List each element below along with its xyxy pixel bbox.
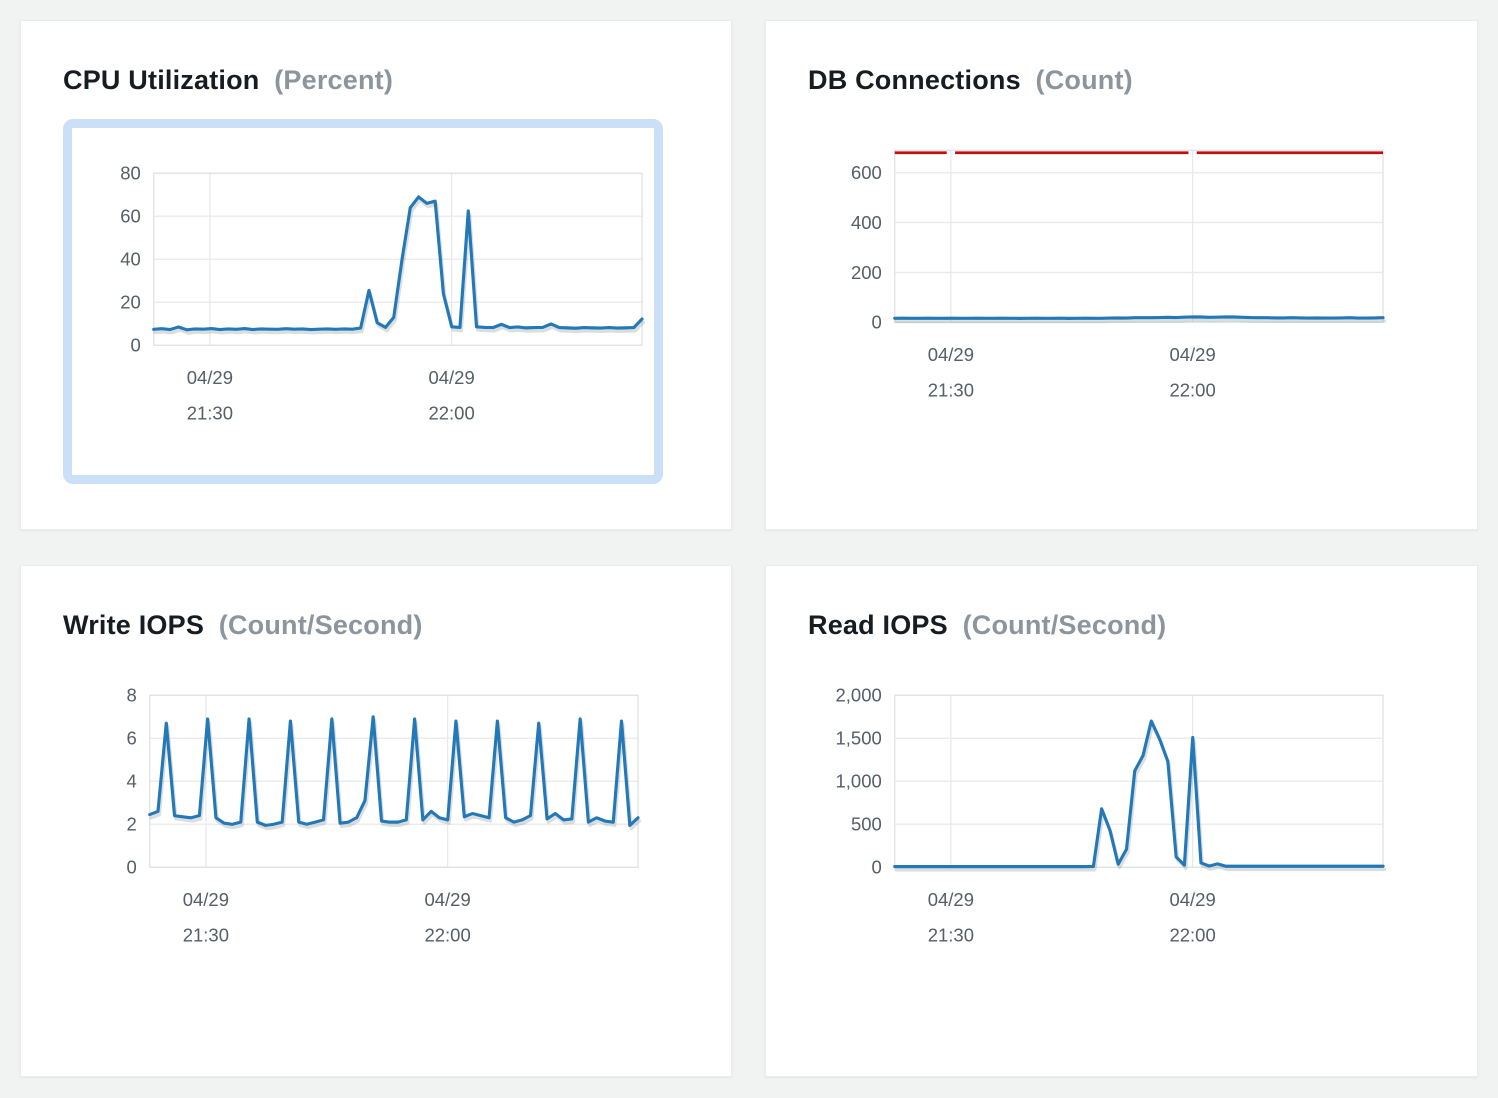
y-axis-labels: 0 2 4 6 8 [127,686,137,878]
y-tick-label: 0 [872,857,882,878]
series-shadow [153,198,646,335]
x-tick-date-label: 04/29 [424,889,470,910]
y-tick-label: 6 [127,728,137,749]
y-tick-label: 500 [851,814,882,835]
series-shadow [894,318,1387,324]
series-line [893,315,1385,320]
x-tick-time-label: 21:30 [187,402,233,423]
y-tick-label: 2 [127,814,137,835]
y-tick-label: 0 [131,335,141,356]
x-tick-time-label: 21:30 [183,924,229,945]
y-tick-label: 400 [851,212,882,233]
gridlines [153,172,643,346]
metric-unit: (Count/Second) [962,610,1167,640]
series-line [893,719,1385,869]
y-tick-label: 1,500 [836,728,882,749]
y-axis-labels: 0 20 40 60 80 [120,164,141,356]
metric-name: DB Connections [808,65,1021,95]
metric-unit: (Count) [1035,65,1133,95]
metric-unit: (Count/Second) [218,610,423,640]
read-iops-chart: 0 500 1,000 1,500 2,000 04/29 21:30 04/29 22:00 [836,686,1387,945]
y-tick-label: 8 [127,686,137,706]
x-tick-time-label: 21:30 [928,924,974,945]
x-tick-time-label: 21:30 [928,379,974,400]
y-tick-label: 0 [127,857,137,878]
series-line [148,715,640,827]
y-tick-label: 0 [872,312,882,333]
widget-title: Read IOPS (Count/Second) [808,608,1441,642]
cpu-chart-selection-frame[interactable]: 0 20 40 60 80 04/29 21:30 04/29 22:00 [63,119,663,484]
widget-title: Write IOPS (Count/Second) [63,608,695,642]
db-connections-widget[interactable]: DB Connections (Count) 0 200 400 600 04/29 21… [765,20,1478,530]
y-tick-label: 40 [120,249,141,270]
read-iops-widget[interactable]: Read IOPS (Count/Second) 0 500 1,000 1,500 2… [765,565,1478,1077]
plot-frame [894,149,1384,323]
widget-title: CPU Utilization (Percent) [63,63,695,97]
widget-title: DB Connections (Count) [808,63,1441,97]
cpu-utilization-widget[interactable]: CPU Utilization (Percent) 0 20 40 60 80 04/29… [20,20,732,530]
y-tick-label: 60 [120,206,141,227]
series-shadow [149,718,642,831]
x-axis-labels: 04/29 21:30 04/29 22:00 [928,344,1216,400]
series-shadow [894,722,1387,872]
x-tick-date-label: 04/29 [428,367,474,388]
gridlines [894,694,1384,868]
x-tick-date-label: 04/29 [1169,344,1215,365]
x-tick-date-label: 04/29 [928,344,974,365]
write-iops-chart: 0 2 4 6 8 04/29 21:30 04/29 22:00 [127,686,642,945]
x-axis-labels: 04/29 21:30 04/29 22:00 [928,889,1216,945]
metric-name: Read IOPS [808,610,948,640]
write-iops-widget[interactable]: Write IOPS (Count/Second) 0 2 4 6 8 04/29 21:3… [20,565,732,1077]
metric-unit: (Percent) [274,65,394,95]
y-tick-label: 4 [127,771,137,792]
gridlines [149,694,639,868]
x-axis-labels: 04/29 21:30 04/29 22:00 [187,367,475,423]
x-tick-time-label: 22:00 [1169,924,1215,945]
x-tick-date-label: 04/29 [183,889,229,910]
y-tick-label: 20 [120,292,141,313]
plot-frame [153,172,643,346]
x-tick-time-label: 22:00 [424,924,470,945]
y-tick-label: 2,000 [836,686,882,706]
y-tick-label: 200 [851,262,882,283]
cpu-utilization-chart: 0 20 40 60 80 04/29 21:30 04/29 22:00 [120,164,646,423]
series-line [152,195,644,332]
y-tick-label: 80 [120,164,141,184]
x-tick-date-label: 04/29 [1169,889,1215,910]
plot-frame [149,694,639,868]
metric-name: Write IOPS [63,610,205,640]
y-tick-label: 600 [851,162,882,183]
write-iops-chart-region[interactable]: 0 2 4 6 8 04/29 21:30 04/29 22:00 [63,686,667,951]
x-tick-time-label: 22:00 [428,402,474,423]
metric-name: CPU Utilization [63,65,260,95]
y-axis-labels: 0 500 1,000 1,500 2,000 [836,686,882,878]
gridlines [894,150,1384,323]
y-tick-label: 1,000 [836,771,882,792]
read-iops-chart-region[interactable]: 0 500 1,000 1,500 2,000 04/29 21:30 04/29 22:00 [808,686,1412,951]
db-connections-chart: 0 200 400 600 04/29 21:30 04/29 22:00 [851,149,1387,400]
x-tick-date-label: 04/29 [187,367,233,388]
x-tick-date-label: 04/29 [928,889,974,910]
plot-frame [894,694,1384,868]
y-axis-labels: 0 200 400 600 [851,162,882,333]
db-connections-chart-region[interactable]: 0 200 400 600 04/29 21:30 04/29 22:00 [808,141,1412,406]
x-tick-time-label: 22:00 [1169,379,1215,400]
x-axis-labels: 04/29 21:30 04/29 22:00 [183,889,471,945]
